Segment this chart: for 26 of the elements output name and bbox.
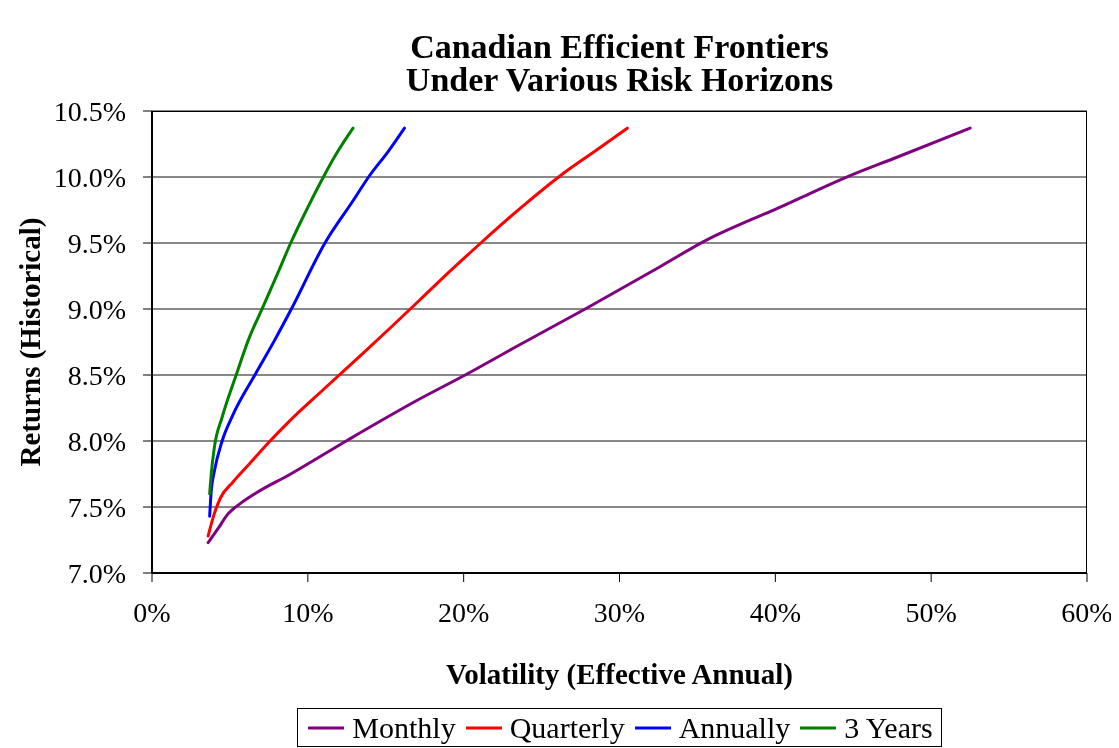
- x-tick-label: 50%: [905, 596, 957, 628]
- legend-label: Annually: [678, 710, 791, 745]
- line-series: [208, 126, 406, 518]
- x-tick-label: 10%: [282, 596, 334, 628]
- x-tick-label: 30%: [593, 596, 646, 628]
- y-axis-title: Returns (Historical): [14, 217, 47, 467]
- chart-title: Canadian Efficient Frontiers Under Various Risk Horizons: [404, 28, 835, 98]
- legend-label: 3 Years: [844, 710, 933, 745]
- x-tick-label: 40%: [749, 596, 801, 628]
- y-tick-label: 7.0%: [67, 557, 126, 589]
- x-tick-label: 20%: [438, 596, 490, 628]
- y-tick-label: 7.5%: [67, 491, 126, 523]
- line-series: [206, 126, 629, 538]
- y-tick-label: 10.0%: [53, 161, 126, 193]
- y-tick-label: 8.5%: [67, 359, 126, 391]
- x-tick-label: 60%: [1061, 596, 1113, 628]
- x-tick-label: 0%: [133, 596, 171, 628]
- x-axis-title: Volatility (Effective Annual): [446, 658, 793, 691]
- y-tick-label: 9.0%: [67, 293, 126, 325]
- legend-label: Quarterly: [509, 710, 625, 745]
- legend-label: Monthly: [352, 710, 456, 745]
- y-tick-label: 8.0%: [67, 425, 126, 457]
- y-tick-label: 9.5%: [67, 227, 126, 259]
- line-series: [206, 126, 972, 545]
- y-tick-label: 10.5%: [53, 95, 126, 127]
- line-series: [208, 126, 355, 496]
